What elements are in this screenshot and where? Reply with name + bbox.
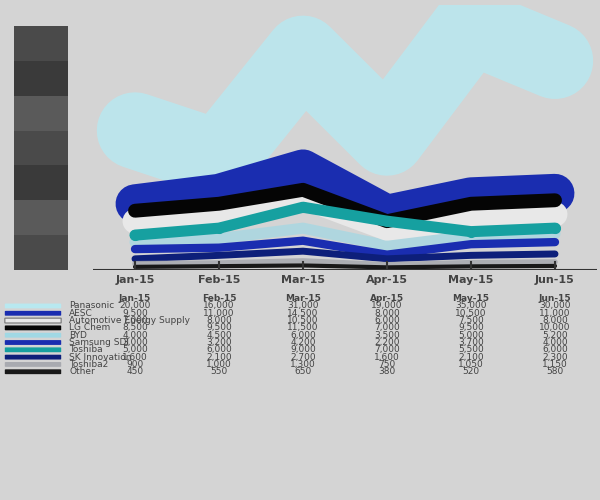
Text: 4,000: 4,000 <box>542 338 568 347</box>
Text: 6,000: 6,000 <box>542 346 568 354</box>
Text: 11,500: 11,500 <box>287 324 319 332</box>
Text: 900: 900 <box>127 360 143 369</box>
Text: 3,200: 3,200 <box>206 338 232 347</box>
Text: 7,000: 7,000 <box>374 324 400 332</box>
Text: Jan-15: Jan-15 <box>115 275 155 285</box>
Text: Apr-15: Apr-15 <box>370 294 404 303</box>
Text: Toshiba2: Toshiba2 <box>69 360 108 369</box>
Text: 520: 520 <box>463 367 479 376</box>
Text: 6,000: 6,000 <box>374 316 400 325</box>
Text: Jun-15: Jun-15 <box>539 294 571 303</box>
Text: 4,500: 4,500 <box>206 330 232 340</box>
Text: BYD: BYD <box>69 330 87 340</box>
Text: 450: 450 <box>127 367 143 376</box>
Text: Feb-15: Feb-15 <box>202 294 236 303</box>
Text: May-15: May-15 <box>448 275 494 285</box>
Text: 3,700: 3,700 <box>458 338 484 347</box>
Text: Feb-15: Feb-15 <box>198 275 240 285</box>
Text: 8,000: 8,000 <box>542 316 568 325</box>
FancyBboxPatch shape <box>5 326 61 330</box>
Text: 1,050: 1,050 <box>458 360 484 369</box>
Text: LG Chem: LG Chem <box>69 324 110 332</box>
Text: 11,000: 11,000 <box>203 309 235 318</box>
Text: Toshiba: Toshiba <box>69 346 103 354</box>
Text: 6,000: 6,000 <box>290 330 316 340</box>
Text: SK Innovation: SK Innovation <box>69 352 131 362</box>
Text: 380: 380 <box>379 367 395 376</box>
Text: 4,200: 4,200 <box>290 338 316 347</box>
Text: 5,200: 5,200 <box>542 330 568 340</box>
Text: Other: Other <box>69 367 95 376</box>
Text: 550: 550 <box>211 367 227 376</box>
Text: 1,150: 1,150 <box>542 360 568 369</box>
Text: 14,500: 14,500 <box>287 309 319 318</box>
FancyBboxPatch shape <box>5 304 61 308</box>
Bar <box>14 96 68 130</box>
Text: 7,000: 7,000 <box>122 316 148 325</box>
Text: 7,000: 7,000 <box>374 346 400 354</box>
Bar <box>14 200 68 235</box>
Bar <box>14 235 68 270</box>
Text: 7,500: 7,500 <box>458 316 484 325</box>
Text: 10,000: 10,000 <box>539 324 571 332</box>
FancyBboxPatch shape <box>5 318 61 323</box>
Text: 4,000: 4,000 <box>122 330 148 340</box>
Text: 650: 650 <box>295 367 311 376</box>
Text: 1,300: 1,300 <box>290 360 316 369</box>
Bar <box>14 61 68 96</box>
Text: 10,500: 10,500 <box>455 309 487 318</box>
Text: 2,200: 2,200 <box>374 338 400 347</box>
Bar <box>14 130 68 166</box>
Text: 31,000: 31,000 <box>287 302 319 310</box>
Text: Mar-15: Mar-15 <box>285 294 321 303</box>
Text: 19,000: 19,000 <box>371 302 403 310</box>
Text: 1,000: 1,000 <box>206 360 232 369</box>
Text: Apr-15: Apr-15 <box>366 275 408 285</box>
Text: 5,000: 5,000 <box>458 330 484 340</box>
Text: 20,000: 20,000 <box>119 302 151 310</box>
Text: Samsung SDI: Samsung SDI <box>69 338 129 347</box>
Text: 5,500: 5,500 <box>458 346 484 354</box>
Text: 9,500: 9,500 <box>458 324 484 332</box>
FancyBboxPatch shape <box>5 348 61 352</box>
FancyBboxPatch shape <box>5 362 61 367</box>
Text: 8,000: 8,000 <box>374 309 400 318</box>
FancyBboxPatch shape <box>5 354 61 360</box>
Text: 3,000: 3,000 <box>122 338 148 347</box>
Text: 750: 750 <box>379 360 395 369</box>
Text: 3,500: 3,500 <box>374 330 400 340</box>
Text: 9,500: 9,500 <box>122 309 148 318</box>
Text: Jun-15: Jun-15 <box>535 275 575 285</box>
Text: 35,000: 35,000 <box>455 302 487 310</box>
Text: 11,000: 11,000 <box>539 309 571 318</box>
FancyBboxPatch shape <box>5 340 61 345</box>
Text: 2,300: 2,300 <box>542 352 568 362</box>
Text: Panasonic: Panasonic <box>69 302 114 310</box>
Text: 9,000: 9,000 <box>290 346 316 354</box>
Text: Jan-15: Jan-15 <box>119 294 151 303</box>
Text: 16,000: 16,000 <box>203 302 235 310</box>
Text: 30,000: 30,000 <box>539 302 571 310</box>
Text: 10,500: 10,500 <box>287 316 319 325</box>
Text: 1,600: 1,600 <box>374 352 400 362</box>
Bar <box>14 166 68 200</box>
Text: Automotive Energy Supply: Automotive Energy Supply <box>69 316 190 325</box>
Text: AESC: AESC <box>69 309 93 318</box>
Text: 8,500: 8,500 <box>122 324 148 332</box>
Text: 1,600: 1,600 <box>122 352 148 362</box>
Text: 8,000: 8,000 <box>206 316 232 325</box>
FancyBboxPatch shape <box>5 370 61 374</box>
Text: 6,000: 6,000 <box>206 346 232 354</box>
Bar <box>14 26 68 61</box>
Text: Mar-15: Mar-15 <box>281 275 325 285</box>
Text: 2,700: 2,700 <box>290 352 316 362</box>
Text: 2,100: 2,100 <box>206 352 232 362</box>
Text: 5,000: 5,000 <box>122 346 148 354</box>
Text: 9,500: 9,500 <box>206 324 232 332</box>
Text: 580: 580 <box>547 367 563 376</box>
FancyBboxPatch shape <box>5 333 61 338</box>
Text: 2,100: 2,100 <box>458 352 484 362</box>
Text: May-15: May-15 <box>452 294 490 303</box>
FancyBboxPatch shape <box>5 311 61 316</box>
